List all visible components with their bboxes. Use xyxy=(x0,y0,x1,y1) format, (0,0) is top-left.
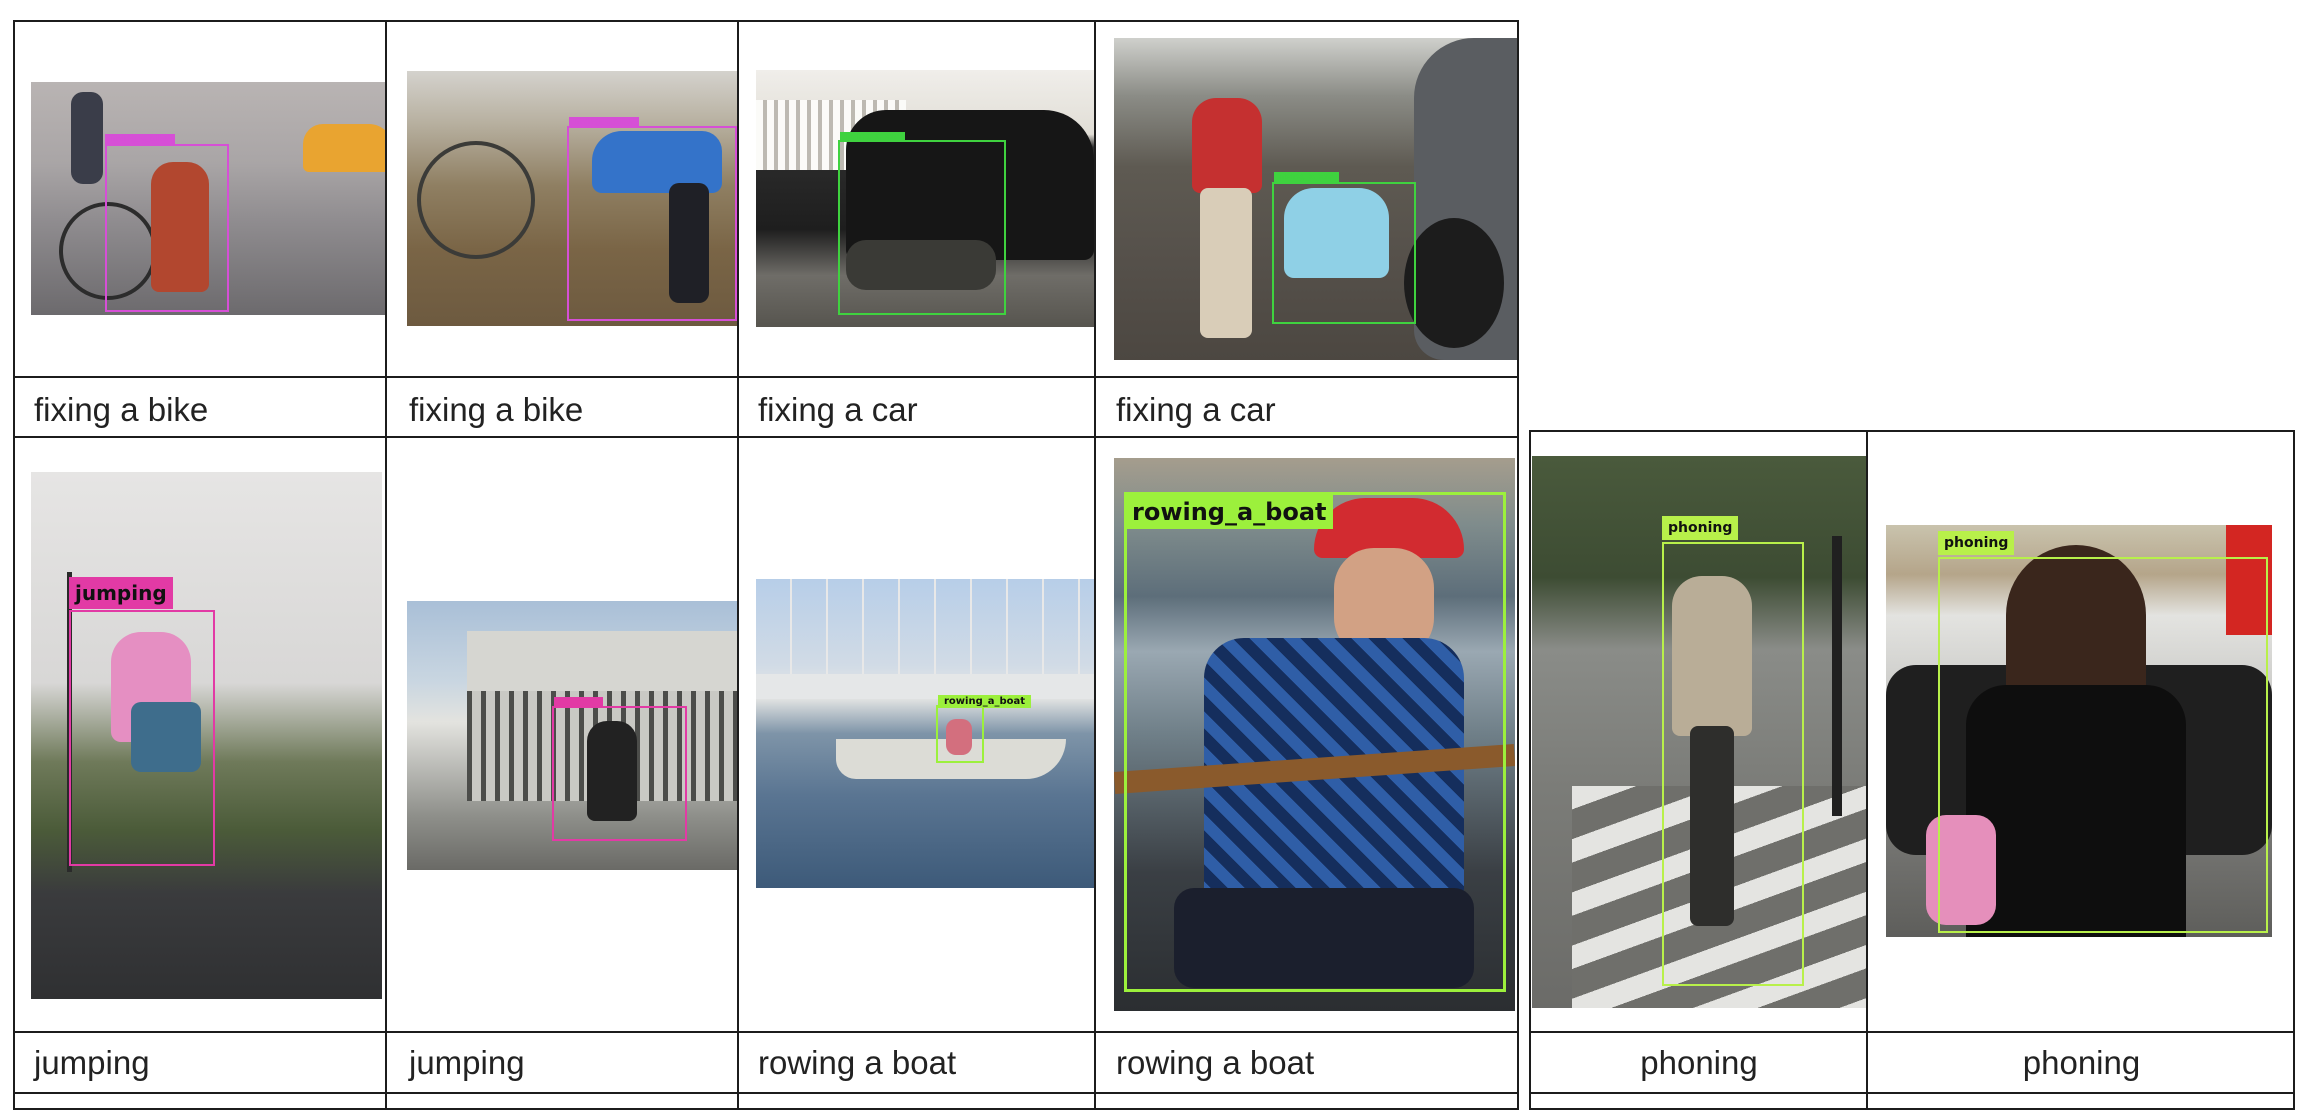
shorts-shape xyxy=(1174,888,1474,988)
caption-phoning-2: phoning xyxy=(2022,1044,2141,1081)
pedestrian-shape xyxy=(71,92,103,184)
photo-fixing-car-under: fixing_a_car xyxy=(756,70,1094,327)
bag-shape xyxy=(1926,815,1996,925)
bounding-box xyxy=(567,126,737,321)
action-tag: phoning xyxy=(1938,531,2015,555)
action-tag: jumping xyxy=(69,577,173,609)
jumper-shape xyxy=(587,721,637,821)
cyclist-shape xyxy=(592,131,722,193)
photo-phoning-car: phoning xyxy=(1886,525,2272,937)
woman-shape xyxy=(1672,576,1752,736)
action-tag: fixing_a_car xyxy=(1274,172,1339,182)
action-tag: phoning xyxy=(1662,516,1739,540)
bounding-box xyxy=(1272,182,1416,324)
rower-shape xyxy=(946,719,972,755)
photo-fixing-car-tire: fixing_a_car xyxy=(1114,38,1517,360)
caption-fixing-car-1: fixing a car xyxy=(758,391,918,428)
bounding-box xyxy=(105,144,229,312)
action-tag: fixing_a_car xyxy=(840,132,905,142)
row-divider xyxy=(13,1092,1519,1094)
caption-rowing-1: rowing a boat xyxy=(758,1044,957,1081)
masts-shape xyxy=(756,579,1094,679)
mcdonalds-sign-shape xyxy=(2226,525,2272,635)
cyclist-legs-shape xyxy=(669,183,709,303)
bounding-box xyxy=(936,705,984,763)
photo-jumping-overpass: jumping xyxy=(407,601,737,870)
row-divider xyxy=(13,1031,1519,1033)
caption-jumping-1: jumping xyxy=(34,1044,150,1081)
action-tag: jumping xyxy=(554,697,603,707)
boats-row-shape xyxy=(756,674,1094,699)
photo-jumping-street: jumping xyxy=(31,472,382,999)
caption-fixing-bike-1: fixing a bike xyxy=(34,391,209,428)
photo-fixing-bike-grass: fixing_a_bike xyxy=(407,71,737,326)
pole-shape xyxy=(1832,536,1842,816)
bridge-shape xyxy=(467,631,737,691)
bounding-box xyxy=(552,706,687,841)
wheel-shape xyxy=(417,141,535,259)
photo-phoning-crosswalk: phoning xyxy=(1532,456,1866,1008)
photo-rowing-closeup: rowing_a_boat xyxy=(1114,458,1515,1011)
caption-phoning-1: phoning xyxy=(1640,1044,1758,1081)
standing-man-legs-shape xyxy=(1200,188,1252,338)
bounding-box xyxy=(1124,492,1506,992)
bounding-box xyxy=(838,140,1006,315)
row-divider xyxy=(13,376,1519,378)
photo-rowing-marina: rowing_a_boat xyxy=(756,579,1094,888)
jumper-overalls-shape xyxy=(131,702,201,772)
caption-rowing-2: rowing a boat xyxy=(1116,1044,1315,1081)
taxi-shape xyxy=(303,124,385,172)
col-divider xyxy=(1094,20,1096,1110)
bounding-box xyxy=(1662,542,1804,986)
bounding-box xyxy=(1938,557,2268,933)
col-divider xyxy=(1866,430,1868,1110)
woman-legs-shape xyxy=(1690,726,1734,926)
tire-shape xyxy=(1404,218,1504,348)
bounding-box xyxy=(69,610,215,866)
action-tag: fixing_a_bike xyxy=(105,134,175,144)
caption-fixing-bike-2: fixing a bike xyxy=(409,391,584,428)
row-divider xyxy=(1529,1092,2295,1094)
row-divider xyxy=(1529,1031,2295,1033)
col-divider xyxy=(385,20,387,1110)
caption-fixing-car-2: fixing a car xyxy=(1116,391,1276,428)
row-divider xyxy=(13,436,1519,438)
caption-jumping-2: jumping xyxy=(409,1044,525,1081)
mechanic-shape xyxy=(846,240,996,290)
action-tag: rowing_a_boat xyxy=(1126,495,1333,529)
woman-shape xyxy=(1966,685,2186,937)
col-divider xyxy=(737,20,739,1110)
kneeling-man-shape xyxy=(1284,188,1389,278)
standing-man-shape xyxy=(1192,98,1262,193)
action-tag: fixing_a_bike xyxy=(569,117,639,127)
action-tag: rowing_a_boat xyxy=(938,695,1032,708)
photo-fixing-bike-street: fixing_a_bike xyxy=(31,82,385,315)
person-shape xyxy=(151,162,209,292)
